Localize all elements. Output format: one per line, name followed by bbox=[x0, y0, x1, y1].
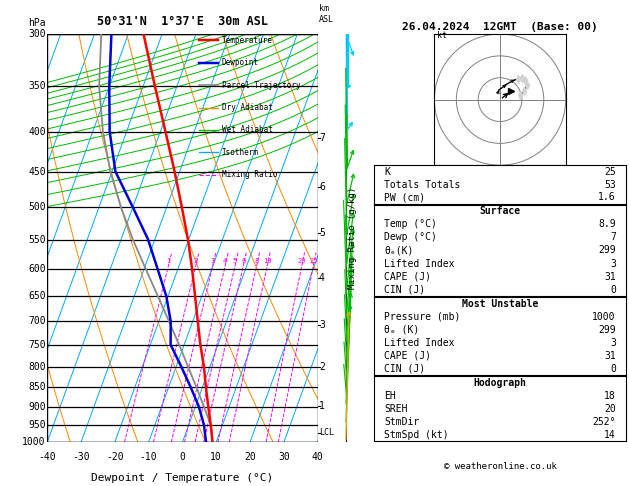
Text: 2: 2 bbox=[319, 363, 325, 372]
Text: 3: 3 bbox=[610, 259, 616, 269]
Text: 8: 8 bbox=[255, 258, 259, 264]
Text: 20: 20 bbox=[298, 258, 306, 264]
Text: Totals Totals: Totals Totals bbox=[384, 179, 460, 190]
Text: 6: 6 bbox=[241, 258, 245, 264]
Text: 7: 7 bbox=[610, 232, 616, 243]
Text: Dry Adiabat: Dry Adiabat bbox=[221, 103, 272, 112]
Text: Wet Adiabat: Wet Adiabat bbox=[221, 125, 272, 135]
Text: θₑ (K): θₑ (K) bbox=[384, 325, 420, 335]
Text: Hodograph: Hodograph bbox=[474, 378, 526, 388]
Text: 3: 3 bbox=[211, 258, 214, 264]
Text: Dewpoint / Temperature (°C): Dewpoint / Temperature (°C) bbox=[91, 473, 274, 483]
Text: PW (cm): PW (cm) bbox=[384, 192, 425, 202]
Text: 300: 300 bbox=[28, 29, 46, 39]
Text: Lifted Index: Lifted Index bbox=[384, 338, 455, 348]
Text: 0: 0 bbox=[610, 364, 616, 374]
Text: 31: 31 bbox=[604, 351, 616, 361]
Text: 26.04.2024  12GMT  (Base: 00): 26.04.2024 12GMT (Base: 00) bbox=[402, 21, 598, 32]
Text: 3: 3 bbox=[610, 338, 616, 348]
Text: 4: 4 bbox=[223, 258, 227, 264]
Text: 900: 900 bbox=[28, 401, 46, 412]
Text: hPa: hPa bbox=[28, 18, 46, 28]
Text: 8.9: 8.9 bbox=[598, 219, 616, 229]
Text: Parcel Trajectory: Parcel Trajectory bbox=[221, 81, 300, 89]
Text: θₑ(K): θₑ(K) bbox=[384, 245, 414, 256]
Text: Surface: Surface bbox=[479, 207, 521, 216]
Text: 10: 10 bbox=[210, 452, 222, 463]
Text: 252°: 252° bbox=[593, 417, 616, 427]
Text: Most Unstable: Most Unstable bbox=[462, 299, 538, 309]
Text: kt: kt bbox=[437, 32, 447, 40]
Text: 1000: 1000 bbox=[22, 437, 46, 447]
Text: -10: -10 bbox=[140, 452, 157, 463]
Text: 40: 40 bbox=[312, 452, 323, 463]
Text: Isotherm: Isotherm bbox=[221, 148, 259, 157]
Text: 500: 500 bbox=[28, 202, 46, 212]
Text: 25: 25 bbox=[604, 167, 616, 177]
Text: EH: EH bbox=[384, 391, 396, 401]
Text: SREH: SREH bbox=[384, 404, 408, 414]
Text: 550: 550 bbox=[28, 235, 46, 244]
Text: 450: 450 bbox=[28, 167, 46, 176]
Text: Dewpoint: Dewpoint bbox=[221, 58, 259, 67]
Text: Dewp (°C): Dewp (°C) bbox=[384, 232, 437, 243]
Text: 800: 800 bbox=[28, 362, 46, 372]
Text: 14: 14 bbox=[604, 430, 616, 440]
Text: 400: 400 bbox=[28, 126, 46, 137]
Text: 53: 53 bbox=[604, 179, 616, 190]
Text: 1.6: 1.6 bbox=[598, 192, 616, 202]
Text: 2: 2 bbox=[194, 258, 198, 264]
Text: StmDir: StmDir bbox=[384, 417, 420, 427]
Text: 950: 950 bbox=[28, 420, 46, 430]
Text: Lifted Index: Lifted Index bbox=[384, 259, 455, 269]
Text: 299: 299 bbox=[598, 325, 616, 335]
Text: CAPE (J): CAPE (J) bbox=[384, 272, 431, 281]
Text: StmSpd (kt): StmSpd (kt) bbox=[384, 430, 449, 440]
Text: CIN (J): CIN (J) bbox=[384, 285, 425, 295]
Text: 1: 1 bbox=[166, 258, 170, 264]
Text: 350: 350 bbox=[28, 81, 46, 91]
Text: 5: 5 bbox=[319, 228, 325, 238]
Text: CIN (J): CIN (J) bbox=[384, 364, 425, 374]
Text: 50°31'N  1°37'E  30m ASL: 50°31'N 1°37'E 30m ASL bbox=[97, 15, 268, 28]
Text: © weatheronline.co.uk: © weatheronline.co.uk bbox=[443, 462, 557, 471]
Text: CAPE (J): CAPE (J) bbox=[384, 351, 431, 361]
Text: 5: 5 bbox=[233, 258, 237, 264]
Text: -20: -20 bbox=[106, 452, 124, 463]
Text: 4: 4 bbox=[319, 273, 325, 283]
Text: 0: 0 bbox=[610, 285, 616, 295]
Text: 700: 700 bbox=[28, 316, 46, 326]
Text: Temperature: Temperature bbox=[221, 35, 272, 45]
Text: 20: 20 bbox=[244, 452, 256, 463]
Text: km
ASL: km ASL bbox=[319, 4, 334, 24]
Text: 600: 600 bbox=[28, 264, 46, 274]
Text: 20: 20 bbox=[604, 404, 616, 414]
Text: 25: 25 bbox=[309, 258, 318, 264]
Text: Mixing Ratio (g/kg): Mixing Ratio (g/kg) bbox=[348, 187, 357, 289]
Text: Pressure (mb): Pressure (mb) bbox=[384, 312, 460, 322]
Text: LCL: LCL bbox=[319, 428, 334, 437]
Text: Temp (°C): Temp (°C) bbox=[384, 219, 437, 229]
Text: 30: 30 bbox=[278, 452, 290, 463]
Text: 750: 750 bbox=[28, 340, 46, 350]
Text: 7: 7 bbox=[319, 133, 325, 143]
Text: 3: 3 bbox=[319, 320, 325, 330]
Text: 0: 0 bbox=[179, 452, 186, 463]
Text: 6: 6 bbox=[319, 182, 325, 192]
Text: 299: 299 bbox=[598, 245, 616, 256]
Text: 1000: 1000 bbox=[593, 312, 616, 322]
Text: -40: -40 bbox=[38, 452, 56, 463]
Text: 10: 10 bbox=[263, 258, 272, 264]
Text: 650: 650 bbox=[28, 291, 46, 301]
Text: 18: 18 bbox=[604, 391, 616, 401]
Text: 31: 31 bbox=[604, 272, 616, 281]
Text: 1: 1 bbox=[319, 401, 325, 411]
Text: -30: -30 bbox=[72, 452, 90, 463]
Text: K: K bbox=[384, 167, 390, 177]
Text: 850: 850 bbox=[28, 382, 46, 392]
Text: Mixing Ratio: Mixing Ratio bbox=[221, 171, 277, 179]
